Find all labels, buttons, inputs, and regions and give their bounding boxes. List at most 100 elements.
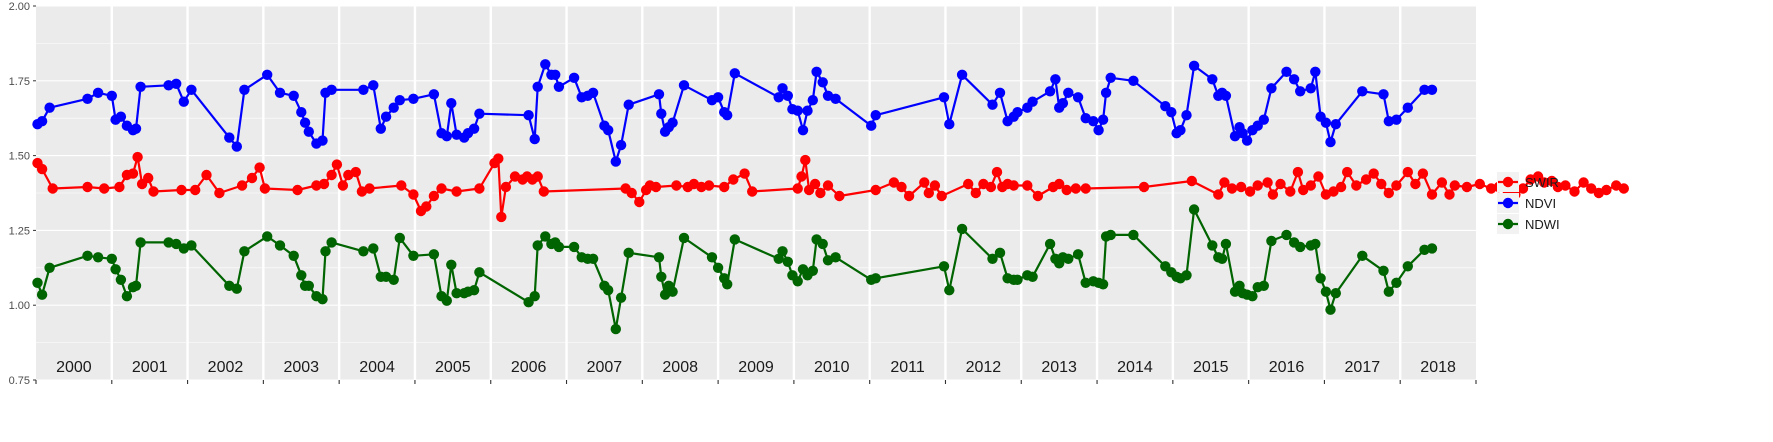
major-gridlines <box>36 5 1476 381</box>
year-label: 2004 <box>359 359 395 376</box>
data-point-swir <box>985 181 997 193</box>
data-point-ndvi <box>1295 86 1306 97</box>
data-point-swir <box>1186 175 1198 187</box>
data-point-swir <box>364 183 375 194</box>
y-tick-label: 1.00 <box>9 300 30 312</box>
data-point-swir <box>1601 184 1612 196</box>
data-point-ndwi <box>678 232 690 244</box>
data-point-swir <box>728 174 739 185</box>
data-point-ndwi <box>121 291 133 302</box>
data-point-ndwi <box>288 250 299 261</box>
data-point-ndwi <box>1220 238 1232 250</box>
data-point-ndwi <box>474 267 485 278</box>
year-label: 2005 <box>435 359 471 376</box>
data-point-ndvi <box>777 83 788 94</box>
data-point-swir <box>396 180 407 191</box>
data-point-swir <box>259 183 271 194</box>
data-point-swir <box>1474 178 1486 190</box>
data-point-ndvi <box>468 123 480 134</box>
data-point-swir <box>1402 166 1414 178</box>
data-point-ndvi <box>797 125 809 136</box>
data-point-swir <box>963 178 974 190</box>
data-point-ndvi <box>1088 116 1099 127</box>
data-point-swir <box>919 177 930 188</box>
data-point-ndvi <box>1426 84 1438 96</box>
data-point-swir <box>719 181 730 193</box>
data-point-ndvi <box>317 135 328 146</box>
data-point-ndvi <box>523 110 534 121</box>
data-point-ndvi <box>653 89 665 100</box>
data-point-ndwi <box>171 238 182 250</box>
data-point-ndvi <box>1281 66 1292 78</box>
data-point-ndvi <box>296 107 307 118</box>
data-point-ndvi <box>811 66 822 78</box>
data-point-swir <box>1275 178 1286 190</box>
data-point-ndvi <box>1207 74 1218 85</box>
data-point-ndvi <box>1310 66 1321 78</box>
data-point-ndwi <box>135 237 146 248</box>
data-point-ndvi <box>1181 110 1192 121</box>
legend: SWIR NDVI NDWI <box>1497 172 1560 234</box>
data-point-ndwi <box>1320 286 1332 297</box>
data-point-ndvi <box>1166 107 1177 118</box>
data-point-swir <box>493 153 504 164</box>
data-point-ndwi <box>296 270 307 281</box>
data-point-swir <box>703 180 715 191</box>
data-point-ndvi <box>994 87 1006 99</box>
data-point-swir <box>1449 180 1461 191</box>
year-label: 2001 <box>132 359 168 376</box>
data-point-ndvi <box>82 93 93 105</box>
data-point-swir <box>428 190 440 202</box>
data-point-ndvi <box>553 81 565 93</box>
series-ndwi <box>32 204 1438 335</box>
data-point-swir <box>1342 166 1353 178</box>
data-point-ndwi <box>1044 238 1056 250</box>
data-point-ndvi <box>394 95 405 106</box>
data-point-ndvi <box>446 98 457 109</box>
data-point-ndwi <box>1097 279 1109 290</box>
data-point-swir <box>1426 189 1438 200</box>
data-point-swir <box>1226 183 1238 194</box>
year-label: 2015 <box>1193 359 1229 376</box>
data-point-ndwi <box>1330 288 1342 299</box>
data-point-ndvi <box>262 69 273 81</box>
data-point-ndwi <box>529 291 540 302</box>
data-point-swir <box>1244 186 1256 197</box>
year-labels: 2000 2001 2002 2003 2004 2005 2006 2007 2008 2009… <box>56 359 1456 376</box>
data-point-swir <box>176 184 187 196</box>
data-point-ndwi <box>468 285 480 296</box>
data-point-swir <box>236 180 248 191</box>
data-point-ndvi <box>550 69 561 81</box>
data-point-ndvi <box>36 116 48 127</box>
data-point-ndwi <box>623 247 634 258</box>
data-point-swir <box>148 186 159 197</box>
data-point-ndwi <box>239 246 250 257</box>
data-point-ndwi <box>1325 304 1336 315</box>
data-point-ndwi <box>532 240 543 251</box>
data-point-ndvi <box>358 84 369 96</box>
data-point-ndvi <box>529 133 540 145</box>
data-point-ndvi <box>712 92 724 103</box>
data-point-swir <box>1305 180 1317 191</box>
data-point-ndvi <box>274 87 286 99</box>
data-point-ndwi <box>712 262 724 273</box>
data-point-swir <box>634 196 645 208</box>
year-label: 2007 <box>587 359 623 376</box>
y-tick-label: 2.00 <box>9 1 30 13</box>
data-point-ndwi <box>428 249 440 260</box>
data-point-swir <box>1444 189 1455 200</box>
data-point-ndvi <box>375 123 386 134</box>
data-point-ndwi <box>231 283 242 294</box>
data-point-swir <box>1376 178 1387 190</box>
data-point-ndvi <box>239 84 250 96</box>
data-point-ndvi <box>1320 117 1332 128</box>
year-label: 2010 <box>814 359 850 376</box>
data-point-ndvi <box>1266 83 1277 94</box>
data-point-swir <box>1360 174 1372 185</box>
data-point-ndvi <box>802 105 813 116</box>
data-point-swir <box>834 190 845 202</box>
data-point-swir <box>796 171 807 182</box>
year-label: 2017 <box>1345 359 1381 376</box>
data-point-swir <box>1517 183 1529 194</box>
data-point-ndwi <box>92 252 104 263</box>
